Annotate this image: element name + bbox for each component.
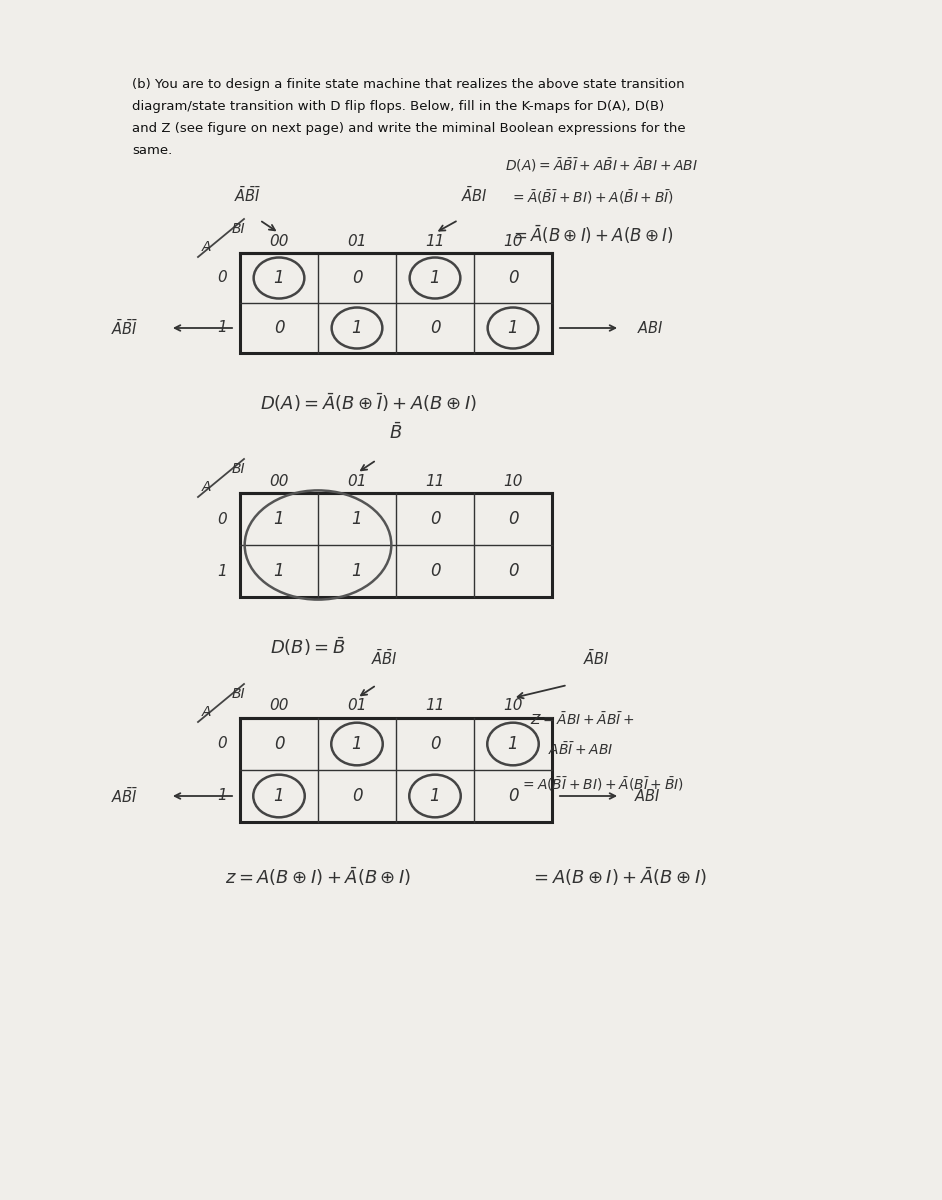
Text: $= A(\bar{B}\bar{I}+BI)+\bar{A}(B\bar{I}+\bar{B}I)$: $= A(\bar{B}\bar{I}+BI)+\bar{A}(B\bar{I}… bbox=[520, 775, 684, 793]
Text: 0: 0 bbox=[351, 269, 363, 287]
Text: $z = A(B\oplus I)+\bar{A}(B\oplus I)$: $z = A(B\oplus I)+\bar{A}(B\oplus I)$ bbox=[225, 865, 412, 888]
Text: $D(A) = \bar{A}\bar{B}\bar{I} + A\bar{B}I + \bar{A}BI + ABI$: $D(A) = \bar{A}\bar{B}\bar{I} + A\bar{B}… bbox=[505, 156, 698, 174]
Text: 01: 01 bbox=[348, 698, 366, 714]
Text: 0: 0 bbox=[430, 319, 440, 337]
Text: 1: 1 bbox=[430, 787, 440, 805]
Text: 1: 1 bbox=[351, 319, 363, 337]
Text: 1: 1 bbox=[274, 562, 284, 580]
Text: 1: 1 bbox=[351, 562, 363, 580]
Text: 1: 1 bbox=[508, 319, 518, 337]
Text: $\bar{A}BI$: $\bar{A}BI$ bbox=[461, 186, 487, 205]
Text: $D(A) = \bar{A}(B\oplus\bar{I}) + A(B\oplus I)$: $D(A) = \bar{A}(B\oplus\bar{I}) + A(B\op… bbox=[260, 391, 477, 414]
Text: $\bar{A}\bar{B}I$: $\bar{A}\bar{B}I$ bbox=[371, 649, 398, 668]
Text: A: A bbox=[202, 240, 212, 254]
Text: 0: 0 bbox=[217, 270, 227, 286]
Text: A: A bbox=[202, 704, 212, 719]
Text: 1: 1 bbox=[430, 269, 440, 287]
Text: 0: 0 bbox=[351, 787, 363, 805]
Text: (b) You are to design a finite state machine that realizes the above state trans: (b) You are to design a finite state mac… bbox=[132, 78, 685, 91]
Text: $Z = \bar{A}BI + \bar{A}B\bar{I}+$: $Z = \bar{A}BI + \bar{A}B\bar{I}+$ bbox=[530, 712, 635, 728]
Text: diagram/state transition with D flip flops. Below, fill in the K-maps for D(A), : diagram/state transition with D flip flo… bbox=[132, 100, 664, 113]
Text: 1: 1 bbox=[274, 787, 284, 805]
Text: $\bar{A}BI$: $\bar{A}BI$ bbox=[583, 649, 609, 668]
Text: $A\bar{B}\bar{I} + ABI$: $A\bar{B}\bar{I} + ABI$ bbox=[548, 742, 613, 758]
Text: $ABI$: $ABI$ bbox=[634, 788, 660, 804]
Text: A: A bbox=[202, 480, 212, 494]
Text: same.: same. bbox=[132, 144, 172, 157]
Text: BI: BI bbox=[232, 222, 246, 236]
Text: $\bar{A}\bar{B}\bar{I}$: $\bar{A}\bar{B}\bar{I}$ bbox=[111, 318, 138, 337]
Text: 00: 00 bbox=[269, 698, 289, 714]
Text: 10: 10 bbox=[503, 698, 523, 714]
Text: 0: 0 bbox=[217, 511, 227, 527]
Text: 11: 11 bbox=[425, 234, 445, 248]
Text: 0: 0 bbox=[217, 737, 227, 751]
Text: 0: 0 bbox=[508, 562, 518, 580]
Text: $ABI$: $ABI$ bbox=[637, 320, 664, 336]
Text: 11: 11 bbox=[425, 698, 445, 714]
Text: 10: 10 bbox=[503, 474, 523, 488]
Text: $= \bar{A}(B\oplus I)+A(B\oplus I)$: $= \bar{A}(B\oplus I)+A(B\oplus I)$ bbox=[510, 223, 674, 246]
Text: 0: 0 bbox=[508, 269, 518, 287]
Text: 1: 1 bbox=[217, 788, 227, 804]
Text: 1: 1 bbox=[351, 510, 363, 528]
Text: 1: 1 bbox=[351, 734, 363, 754]
Text: 01: 01 bbox=[348, 234, 366, 248]
Text: $D(B) = \bar{B}$: $D(B) = \bar{B}$ bbox=[270, 636, 346, 659]
Text: 1: 1 bbox=[508, 734, 518, 754]
Text: 0: 0 bbox=[508, 510, 518, 528]
Text: BI: BI bbox=[232, 686, 246, 701]
Text: 11: 11 bbox=[425, 474, 445, 488]
Text: $A\bar{B}\bar{I}$: $A\bar{B}\bar{I}$ bbox=[111, 786, 138, 805]
Text: 00: 00 bbox=[269, 474, 289, 488]
Text: 00: 00 bbox=[269, 234, 289, 248]
Text: 01: 01 bbox=[348, 474, 366, 488]
Text: $= \bar{A}(\bar{B}\bar{I}+BI)+A(\bar{B}I+B\bar{I})$: $= \bar{A}(\bar{B}\bar{I}+BI)+A(\bar{B}I… bbox=[510, 188, 674, 206]
Text: $\bar{A}\bar{B}\bar{I}$: $\bar{A}\bar{B}\bar{I}$ bbox=[235, 186, 261, 205]
Text: 1: 1 bbox=[217, 564, 227, 578]
Text: 0: 0 bbox=[274, 734, 284, 754]
Text: 0: 0 bbox=[430, 734, 440, 754]
Text: BI: BI bbox=[232, 462, 246, 476]
Text: 1: 1 bbox=[217, 320, 227, 336]
Text: and Z (see figure on next page) and write the miminal Boolean expressions for th: and Z (see figure on next page) and writ… bbox=[132, 122, 686, 134]
Text: 0: 0 bbox=[430, 510, 440, 528]
Text: 1: 1 bbox=[274, 269, 284, 287]
Text: 0: 0 bbox=[508, 787, 518, 805]
Text: $\bar{B}$: $\bar{B}$ bbox=[389, 422, 402, 443]
Text: 0: 0 bbox=[274, 319, 284, 337]
Text: 10: 10 bbox=[503, 234, 523, 248]
Text: $= A(B\oplus I)+\bar{A}(B\oplus I)$: $= A(B\oplus I)+\bar{A}(B\oplus I)$ bbox=[530, 865, 706, 888]
Text: 0: 0 bbox=[430, 562, 440, 580]
Text: 1: 1 bbox=[274, 510, 284, 528]
